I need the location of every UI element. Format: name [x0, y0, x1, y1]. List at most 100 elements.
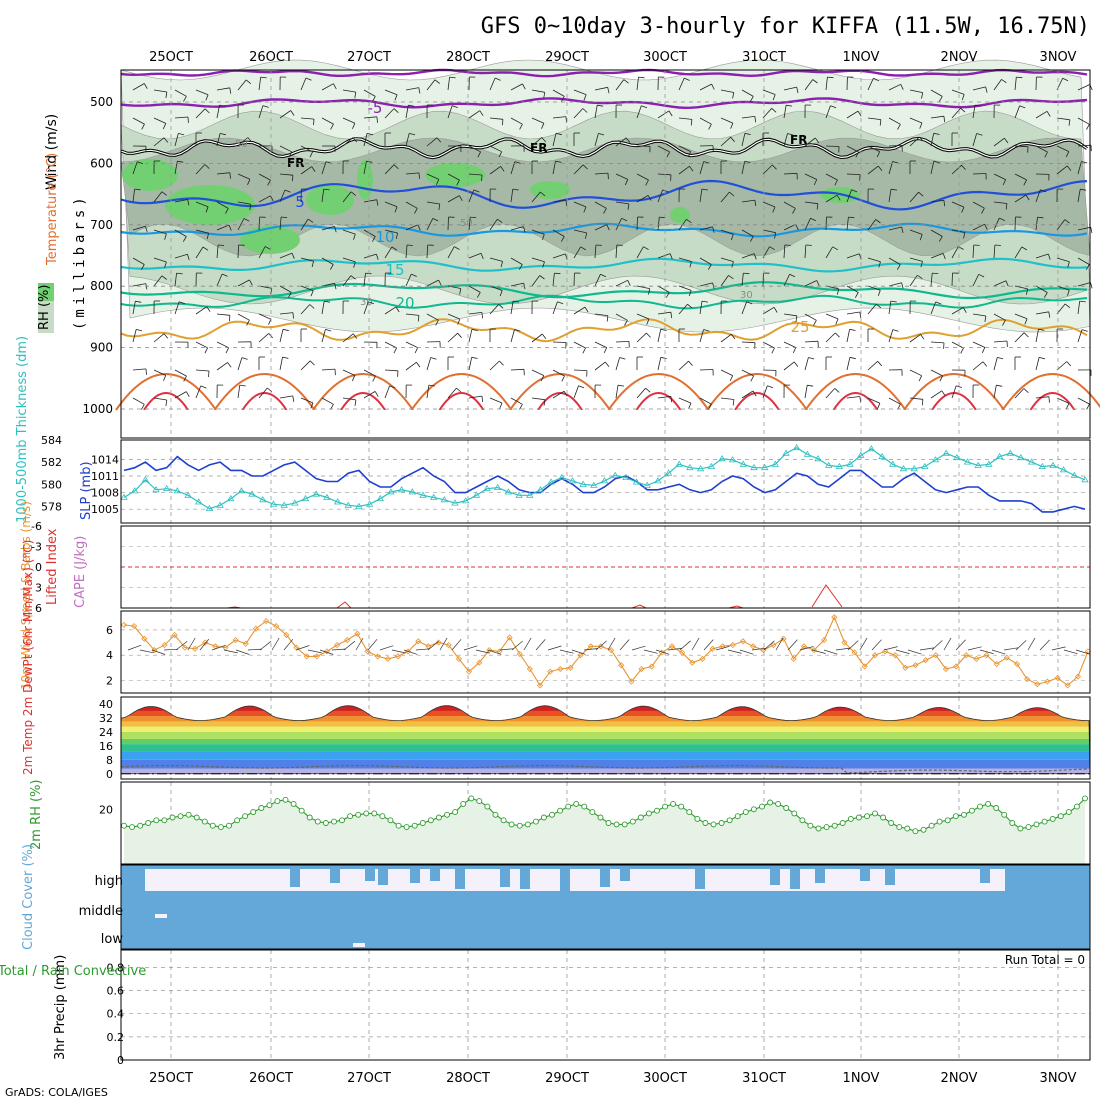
wind10-barb	[499, 648, 514, 651]
rh2m-marker	[799, 817, 806, 824]
isotherm-30-arc	[607, 373, 710, 411]
wind-barb-flag	[623, 79, 629, 84]
wind-barb	[993, 244, 996, 259]
freezing-level-label: FR	[530, 141, 547, 155]
temp-color-band	[121, 768, 1090, 774]
rh2m-marker	[557, 807, 564, 814]
date-label-bottom: 30OCT	[643, 1071, 687, 1086]
wind-barb	[951, 229, 965, 233]
wind-barb	[825, 246, 833, 259]
wind-barb	[258, 173, 271, 181]
wind-barb	[1077, 282, 1091, 287]
wind-barb-flag	[543, 399, 546, 406]
wind-barb-flag	[208, 370, 210, 378]
wind-barb	[951, 272, 953, 287]
rh2m-marker	[185, 811, 192, 818]
wind-barb	[573, 229, 587, 234]
wind-barb	[363, 391, 376, 399]
rh2m-marker	[985, 800, 992, 807]
isotherm-30-arc	[903, 373, 1005, 411]
wind-barb	[888, 83, 901, 91]
wind-barb-flag	[901, 282, 904, 289]
wind-speed-marker	[526, 665, 533, 673]
wind-barb-flag	[512, 188, 519, 191]
wind-barb-flag	[877, 403, 881, 409]
wind-barb	[174, 133, 179, 147]
wind-barb	[279, 329, 284, 343]
wind-barb	[447, 216, 449, 231]
wind-barb	[405, 105, 409, 119]
wind-barb	[636, 195, 649, 203]
temp-color-band	[121, 738, 1090, 745]
wind-barb-flag	[835, 318, 839, 325]
rh2m-marker	[742, 809, 749, 816]
wind-barb	[762, 108, 772, 119]
wind-speed-marker	[922, 657, 929, 664]
isotherm-20	[120, 281, 1088, 300]
wind-barb-flag	[848, 216, 855, 219]
wind-barb	[720, 397, 734, 400]
wind-barb-flag	[310, 290, 314, 297]
wind-barb	[216, 201, 229, 209]
temp2m-tick: 40	[99, 698, 113, 711]
wind-barb-flag	[367, 133, 374, 136]
rh2m-marker	[1025, 824, 1032, 831]
thickness-marker	[579, 480, 587, 487]
wind-barb	[195, 164, 206, 175]
wind-barb-flag	[541, 333, 547, 339]
wind-barb	[1035, 110, 1048, 119]
wind-barb-flag	[249, 279, 253, 286]
thickness-marker	[985, 460, 993, 467]
isotherm-30-arc	[115, 373, 217, 411]
wind-barb-flag	[164, 233, 167, 240]
wind-barb	[510, 329, 515, 343]
cloud-high-bar	[815, 869, 825, 883]
wind-barb-flag	[857, 110, 862, 117]
wind-barb-flag	[428, 384, 435, 387]
wind-barb-flag	[978, 273, 985, 278]
wind10-barb	[163, 648, 179, 651]
wind-barb	[321, 329, 326, 343]
wind-speed-marker	[912, 662, 919, 669]
wind-barb	[762, 201, 776, 208]
wind-barb-flag	[753, 253, 757, 260]
wind-barb-flag	[351, 375, 356, 382]
wind-barb	[573, 164, 584, 175]
thickness-marker	[867, 445, 876, 452]
precip-tick: 0.6	[107, 985, 125, 998]
wind-barb	[384, 246, 393, 259]
thickness-marker	[750, 463, 758, 471]
wind-barb-flag	[560, 236, 565, 242]
cloud-high-gap	[145, 869, 1005, 891]
wind-barb	[216, 341, 229, 349]
thickness-tick: 578	[41, 500, 62, 513]
wind-barb-flag	[772, 164, 777, 170]
rh2m-marker	[460, 800, 467, 807]
rh2m-marker	[403, 824, 410, 831]
wind-barb	[132, 397, 145, 405]
wind-barb-flag	[749, 96, 754, 102]
wind-barb-flag	[786, 104, 793, 107]
wind-speed-marker	[963, 652, 970, 659]
wind10-barb	[907, 649, 922, 655]
thickness-marker	[771, 460, 780, 467]
isotherm-5	[120, 179, 1088, 211]
wind-barb-flag	[900, 84, 904, 90]
wind-barb-flag	[607, 87, 610, 94]
wind-barb	[993, 280, 1007, 287]
rh-green-blob	[122, 159, 178, 191]
wind-barb	[909, 397, 923, 400]
wind-barb-flag	[561, 96, 565, 102]
wind-barb	[1014, 246, 1023, 259]
thickness-marker	[590, 481, 598, 488]
thickness-marker	[461, 497, 470, 504]
wind-barb-flag	[834, 388, 840, 393]
panel-frame	[120, 69, 1091, 439]
rh2m-marker	[452, 809, 459, 816]
wind-barb	[405, 361, 417, 371]
wind-barb	[174, 273, 177, 287]
wind-barb-flag	[997, 357, 1004, 360]
date-label-bottom: 31OCT	[742, 1071, 786, 1086]
wind-barb-flag	[812, 79, 818, 84]
wind-barb-flag	[262, 105, 269, 108]
